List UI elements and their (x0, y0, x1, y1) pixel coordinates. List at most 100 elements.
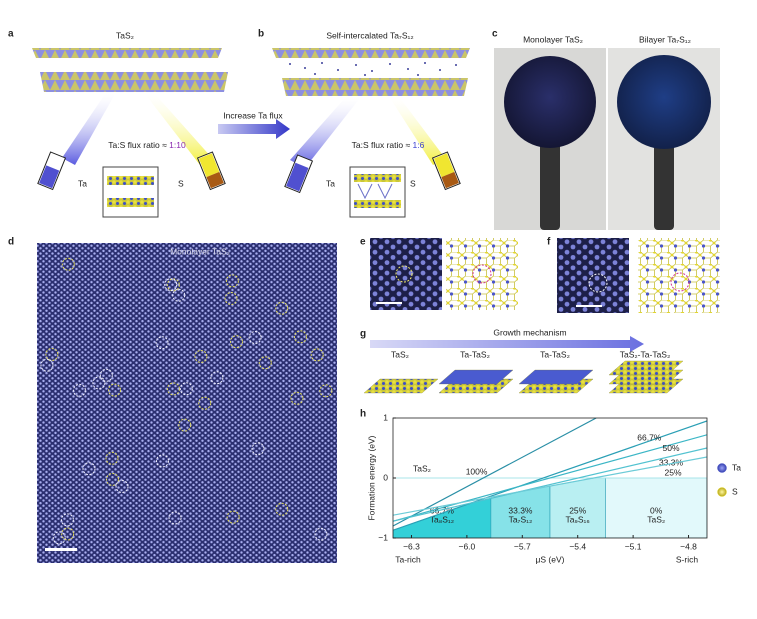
arrow (218, 119, 290, 139)
defect-marker (275, 301, 289, 315)
bonds (357, 183, 393, 200)
caption: Bilayer Ta₇S₁₂ (639, 34, 691, 44)
x-tick-label: −5.7 (514, 541, 531, 551)
atom-slab (608, 360, 684, 376)
region-label: 25% (569, 505, 586, 515)
panel-title: Self-intercalated Ta₇S₁₂ (326, 30, 413, 40)
panel-c: c Monolayer TaS₂ Bilayer Ta₇S₁₂ (492, 29, 720, 230)
caption: Monolayer TaS₂ (170, 246, 230, 256)
s-beam (390, 98, 445, 165)
stem-image (370, 238, 442, 310)
stage-label: TaS₂ (391, 349, 409, 359)
y-tick-label: −1 (378, 532, 388, 542)
panel-e: e (360, 237, 518, 310)
defect-marker (105, 472, 119, 486)
x-note: S-rich (676, 554, 698, 564)
panel-title: Growth mechanism (493, 327, 566, 337)
panel-label: e (360, 237, 366, 248)
defect-marker (225, 274, 239, 288)
defect-marker (251, 442, 265, 456)
flux-value: 1:6 (413, 140, 425, 150)
defect-marker (166, 278, 180, 292)
legend-marker (717, 487, 727, 497)
stem-image (37, 243, 337, 563)
panel-label: c (492, 29, 498, 40)
atom-slab (438, 369, 514, 385)
defect-marker (258, 356, 272, 370)
region-phase: TaS₂ (647, 514, 665, 524)
flux-ratio: Ta:S flux ratio ≈ 1:10 (108, 140, 186, 150)
defect-marker (588, 273, 608, 293)
x-axis-label: μS (eV) (536, 554, 565, 564)
region-label: 33.3% (508, 505, 533, 515)
defect-marker (229, 335, 243, 349)
legend-marker (717, 463, 727, 473)
growth-stages: TaS₂ Ta-TaS₂ Ta-TaS₂ TaS₂-Ta-TaS₂ (363, 349, 684, 394)
flux-text: Ta:S flux ratio ≈ (352, 140, 413, 150)
x-tick-label: −6.3 (403, 541, 420, 551)
defect-marker (226, 510, 240, 524)
defect-marker (168, 511, 182, 525)
series-line (393, 418, 597, 527)
ta-source (284, 154, 314, 194)
crystal-slab (40, 72, 228, 92)
defect-marker (155, 454, 169, 468)
defect-marker (108, 383, 122, 397)
x-tick-label: −5.1 (625, 541, 642, 551)
source-label: S (410, 178, 416, 188)
series-label: 33.3% (659, 457, 684, 467)
stage-label: TaS₂-Ta-TaS₂ (620, 349, 671, 359)
series-label: 100% (466, 466, 488, 476)
tweezers (654, 140, 674, 230)
defect-marker (72, 383, 86, 397)
defect-marker (45, 347, 59, 361)
layer (354, 174, 401, 182)
s-beam (145, 94, 212, 165)
panel-title: TaS₂ (116, 30, 134, 40)
defect-marker (248, 330, 262, 344)
series-line (393, 456, 707, 516)
x-tick-label: −5.4 (569, 541, 586, 551)
region-phase: Ta₉S₁₆ (566, 514, 590, 524)
defect-marker (61, 257, 75, 271)
atom-slab (363, 378, 439, 394)
panel-label: d (8, 237, 14, 248)
source-label: Ta (326, 178, 335, 188)
source-label: Ta (78, 178, 87, 188)
defect-marker (40, 358, 54, 372)
legend-label: S (732, 486, 738, 496)
arrow (370, 336, 644, 352)
x-tick-label: −4.8 (680, 541, 697, 551)
caption: Monolayer TaS₂ (523, 34, 583, 44)
region-phase: Ta₈S₁₂ (430, 514, 454, 524)
defect-marker (155, 336, 169, 350)
arrow-label: Increase Ta flux (223, 110, 283, 120)
crystal-slab (282, 78, 468, 96)
lattice-model (446, 238, 518, 310)
defect-marker (210, 371, 224, 385)
series-line (393, 447, 707, 522)
panel-label: b (258, 29, 264, 40)
defect-marker (115, 479, 129, 493)
layer (354, 200, 401, 208)
series-line (393, 420, 707, 531)
ta-beam (62, 94, 115, 165)
defect-marker (166, 382, 180, 396)
stage-label: Ta-TaS₂ (540, 349, 570, 359)
layer (107, 176, 154, 185)
lattice-model (638, 238, 720, 313)
scale-bar (576, 305, 602, 307)
structure-inset (102, 166, 159, 218)
panel-a: a TaS₂ Ta:S flux ratio ≈ 1:10 Ta S (8, 29, 228, 218)
panel-f: f (547, 237, 720, 313)
panel-b: b Self-intercalated Ta₇S₁₂ Ta:S flux rat… (258, 29, 470, 218)
scale-bar (376, 302, 402, 304)
panel-label: a (8, 29, 14, 40)
defect-marker (293, 330, 307, 344)
defect-marker (472, 264, 492, 284)
crystal-slab (32, 48, 222, 58)
tweezers (540, 140, 560, 230)
defect-marker (105, 451, 119, 465)
defect-marker (52, 531, 66, 545)
